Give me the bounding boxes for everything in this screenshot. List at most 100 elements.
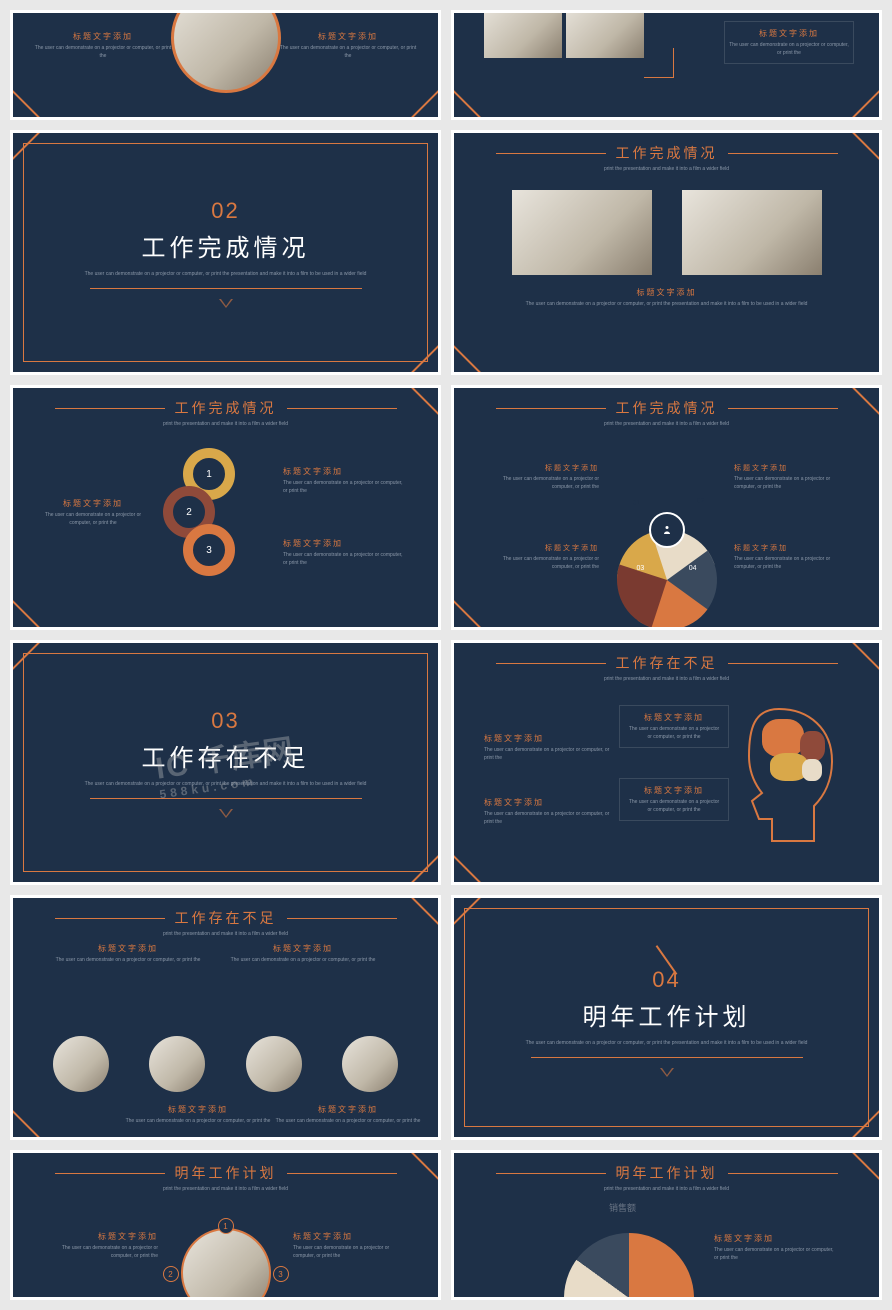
text-right-1: 标题文字添加 The user can demonstrate on a pro…	[283, 466, 403, 495]
slide-section-02[interactable]: 02 工作完成情况 The user can demonstrate on a …	[10, 130, 441, 375]
slide-brain[interactable]: 工作存在不足 print the presentation and make i…	[451, 640, 882, 885]
slide-fan[interactable]: 工作完成情况 print the presentation and make i…	[451, 385, 882, 630]
corner-accent	[451, 87, 483, 120]
divider	[531, 1057, 803, 1058]
header-title: 明年工作计划	[616, 1163, 718, 1183]
photo-circle	[246, 1036, 302, 1092]
slide-header: 工作完成情况 print the presentation and make i…	[454, 133, 879, 172]
section-number: 03	[56, 708, 396, 734]
item-desc: The user can demonstrate on a projector …	[734, 476, 844, 491]
section-subtitle: The user can demonstrate on a projector …	[497, 1040, 837, 1047]
circle-item	[231, 1036, 316, 1092]
slide-header: 工作完成情况 print the presentation and make i…	[13, 388, 438, 427]
header-title: 工作存在不足	[175, 908, 277, 928]
header-sub: print the presentation and make it into …	[13, 931, 438, 937]
fan-label: 标题文字添加 The user can demonstrate on a pro…	[734, 463, 844, 491]
seg-label: 02	[697, 498, 705, 505]
item-desc: The user can demonstrate on a projector …	[38, 512, 148, 527]
circle-item	[39, 1036, 124, 1092]
photo-row	[454, 190, 879, 275]
seg-label: 01	[633, 500, 641, 507]
item-title: 标题文字添加	[484, 797, 614, 808]
corner-accent	[451, 597, 483, 630]
fan-diagram: 01 02 04 03	[607, 470, 727, 590]
item-title: 标题文字添加	[734, 463, 844, 473]
item-desc: The user can demonstrate on a projector …	[626, 726, 722, 741]
section-title: 工作存在不足	[56, 738, 396, 773]
circle-item	[327, 1036, 412, 1092]
photo-row	[484, 10, 644, 58]
divider	[90, 798, 362, 799]
fan-label: 标题文字添加 The user can demonstrate on a pro…	[489, 463, 599, 491]
slide-section-04[interactable]: 04 明年工作计划 The user can demonstrate on a …	[451, 895, 882, 1140]
caption-block: 标题文字添加 The user can demonstrate on a pro…	[454, 287, 879, 309]
item-title: 标题文字添加	[278, 31, 418, 42]
item-title: 标题文字添加	[714, 1233, 834, 1244]
corner-accent	[10, 597, 42, 630]
text-bottom: 标题文字添加 The user can demonstrate on a pro…	[273, 1104, 423, 1126]
header-sub: print the presentation and make it into …	[454, 1186, 879, 1192]
item-desc: The user can demonstrate on a projector …	[123, 1118, 273, 1126]
header-title: 工作完成情况	[175, 398, 277, 418]
slide-grid: 标题文字添加 The user can demonstrate on a pro…	[0, 0, 892, 1310]
slide-2[interactable]: 标题文字添加 The user can demonstrate on a pro…	[451, 10, 882, 120]
item-title: 标题文字添加	[626, 712, 722, 723]
section-title: 明年工作计划	[497, 997, 837, 1032]
item-desc: The user can demonstrate on a projector …	[714, 1247, 834, 1262]
corner-accent	[850, 87, 882, 120]
item-title: 标题文字添加	[454, 287, 879, 298]
item-title: 标题文字添加	[489, 463, 599, 473]
dot-1: 1	[218, 1218, 234, 1234]
slide-pie[interactable]: 明年工作计划 print the presentation and make i…	[451, 1150, 882, 1300]
photo	[484, 10, 562, 58]
header-sub: print the presentation and make it into …	[13, 1186, 438, 1192]
text-right-2: 标题文字添加 The user can demonstrate on a pro…	[283, 538, 403, 567]
center-photo	[181, 1228, 271, 1300]
section-number: 02	[56, 198, 396, 224]
item-desc: The user can demonstrate on a projector …	[734, 556, 844, 571]
item-title: 标题文字添加	[53, 943, 203, 954]
hero-photo-circle	[171, 10, 281, 93]
item-title: 标题文字添加	[734, 543, 844, 553]
item-desc: The user can demonstrate on a projector …	[484, 747, 614, 762]
corner-bracket	[644, 48, 674, 78]
slide-header: 明年工作计划 print the presentation and make i…	[454, 1153, 879, 1192]
item-desc: The user can demonstrate on a projector …	[53, 957, 203, 965]
photo-circle	[149, 1036, 205, 1092]
text-top: 标题文字添加 The user can demonstrate on a pro…	[53, 943, 203, 965]
item-desc: The user can demonstrate on a projector …	[283, 480, 403, 495]
text-col-left: 标题文字添加 The user can demonstrate on a pro…	[484, 733, 614, 826]
item-title: 标题文字添加	[293, 1231, 393, 1242]
section-title: 工作完成情况	[56, 228, 396, 263]
slide-completion-photos[interactable]: 工作完成情况 print the presentation and make i…	[451, 130, 882, 375]
header-title: 工作完成情况	[616, 398, 718, 418]
header-sub: print the presentation and make it into …	[454, 421, 879, 427]
header-title: 工作完成情况	[616, 143, 718, 163]
fan-label: 标题文字添加 The user can demonstrate on a pro…	[489, 543, 599, 571]
item-title: 标题文字添加	[729, 28, 849, 39]
section-subtitle: The user can demonstrate on a projector …	[56, 781, 396, 788]
slide-four-circles[interactable]: 工作存在不足 print the presentation and make i…	[10, 895, 441, 1140]
divider	[90, 288, 362, 289]
corner-accent	[451, 852, 483, 885]
section-header: 02 工作完成情况 The user can demonstrate on a …	[56, 198, 396, 308]
slide-1[interactable]: 标题文字添加 The user can demonstrate on a pro…	[10, 10, 441, 120]
item-desc: The user can demonstrate on a projector …	[489, 476, 599, 491]
item-title: 标题文字添加	[626, 785, 722, 796]
slide-timeline[interactable]: 明年工作计划 print the presentation and make i…	[10, 1150, 441, 1300]
item-desc: The user can demonstrate on a projector …	[484, 811, 614, 826]
section-number: 04	[497, 967, 837, 993]
triangle-icon	[219, 299, 233, 308]
corner-accent	[451, 342, 483, 375]
dot-3: 3	[273, 1266, 289, 1282]
item-title: 标题文字添加	[283, 538, 403, 549]
header-sub: print the presentation and make it into …	[13, 421, 438, 427]
text-box: 标题文字添加 The user can demonstrate on a pro…	[619, 778, 729, 821]
slide-section-03[interactable]: 03 工作存在不足 The user can demonstrate on a …	[10, 640, 441, 885]
photo	[566, 10, 644, 58]
text-top: 标题文字添加 The user can demonstrate on a pro…	[228, 943, 378, 965]
item-desc: The user can demonstrate on a projector …	[33, 45, 173, 60]
section-subtitle: The user can demonstrate on a projector …	[56, 271, 396, 278]
brain-diagram	[714, 701, 844, 851]
slide-rings[interactable]: 工作完成情况 print the presentation and make i…	[10, 385, 441, 630]
